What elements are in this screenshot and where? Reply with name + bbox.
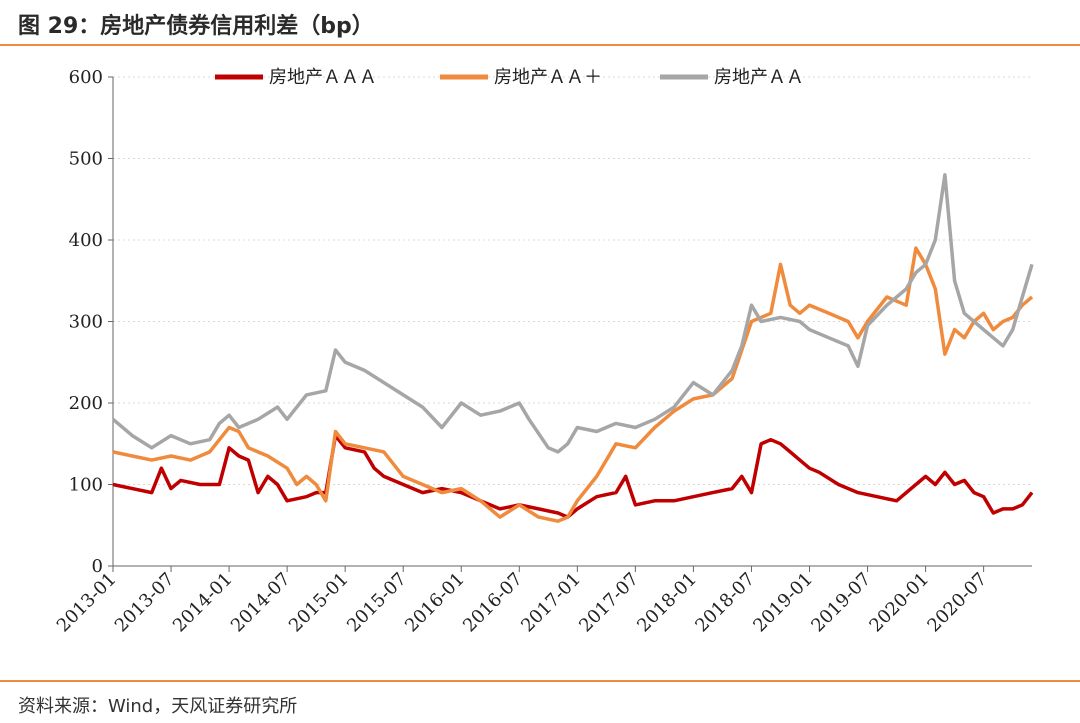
source-note: 资料来源：Wind，天风证券研究所 (18, 696, 298, 717)
y-tick-label: 300 (69, 312, 103, 333)
x-tick-label: 2015-01 (285, 569, 353, 637)
x-tick-label: 2020-01 (865, 569, 933, 637)
series-layer (111, 173, 1034, 523)
credit-spread-chart: 0 100 200 300 400 500 600 2013-012013-072014-01… (53, 67, 1034, 636)
x-tick-label: 2017-01 (517, 569, 585, 637)
x-tick-label: 2016-07 (459, 569, 527, 637)
x-tick-label: 2020-07 (923, 569, 991, 637)
y-tick-label: 100 (69, 475, 103, 496)
y-tick-label: 600 (69, 67, 103, 88)
grid-layer (113, 76, 1032, 485)
x-tick-label: 2013-07 (111, 569, 179, 637)
legend-label-2: 房地产ＡＡ＋ (494, 67, 602, 88)
header-divider (0, 44, 1080, 46)
y-tick-label: 0 (92, 556, 103, 577)
series-line-2 (112, 246, 1034, 523)
x-tick-label: 2015-07 (343, 569, 411, 637)
legend-label-3: 房地产ＡＡ (714, 67, 804, 88)
footer-divider (0, 680, 1080, 682)
x-tick-label: 2013-01 (53, 569, 121, 637)
y-tick-label: 200 (69, 393, 103, 414)
series-line-3 (111, 173, 1034, 454)
x-tick-label: 2016-01 (401, 569, 469, 637)
page-title: 图 29：房地产债券信用利差（bp） (18, 14, 374, 39)
y-tick-label: 400 (69, 230, 103, 251)
x-tick-label: 2014-01 (169, 569, 237, 637)
x-tick-label: 2018-01 (633, 569, 701, 637)
y-tick-label: 500 (69, 149, 103, 170)
legend-layer: 房地产ＡＡＡ 房地产ＡＡ＋ 房地产ＡＡ (215, 67, 804, 88)
series-line-1 (112, 433, 1034, 519)
legend-label-1: 房地产ＡＡＡ (269, 67, 377, 88)
x-tick-label: 2019-07 (807, 569, 875, 637)
x-tick-label: 2019-01 (749, 569, 817, 637)
x-tick-label: 2017-07 (575, 569, 643, 637)
x-tick-label: 2018-07 (691, 569, 759, 637)
x-tick-label: 2014-07 (227, 569, 295, 637)
axis-layer: 0 100 200 300 400 500 600 2013-012013-072014-01… (53, 67, 1032, 636)
